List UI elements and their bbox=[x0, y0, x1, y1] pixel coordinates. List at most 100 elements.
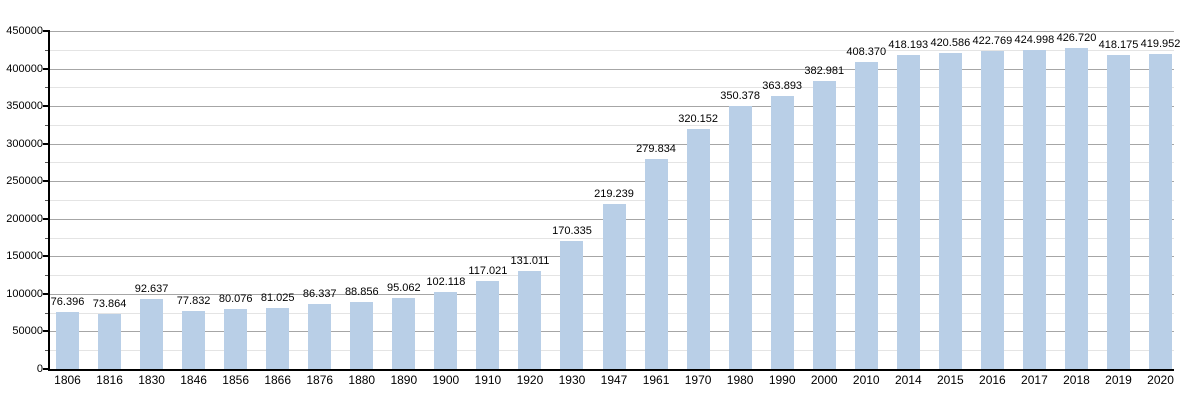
bar bbox=[224, 308, 248, 369]
bar bbox=[770, 95, 794, 369]
y-axis-minor-tick bbox=[45, 237, 50, 239]
bar-value-label: 408.370 bbox=[846, 46, 887, 59]
x-axis-label: 2016 bbox=[979, 373, 1006, 387]
bar-value-label: 117.021 bbox=[468, 265, 508, 278]
y-axis-minor-tick bbox=[45, 87, 50, 89]
x-axis-label: 1856 bbox=[222, 373, 250, 387]
x-axis-label: 1990 bbox=[768, 373, 796, 387]
y-axis-label: 450000 bbox=[6, 25, 43, 37]
y-gridline-major bbox=[50, 31, 1174, 32]
x-axis-label: 1890 bbox=[390, 373, 418, 387]
bar-value-label: 350.378 bbox=[720, 89, 761, 102]
x-axis-label: 2019 bbox=[1105, 373, 1132, 387]
bar bbox=[560, 241, 584, 369]
bar-value-label: 170.335 bbox=[552, 225, 592, 238]
bar-value-label: 92.637 bbox=[134, 283, 169, 296]
y-axis-major-tick bbox=[43, 292, 50, 295]
bar bbox=[728, 105, 752, 369]
bar-value-label: 88.856 bbox=[344, 286, 379, 299]
bar-value-label: 219.239 bbox=[594, 188, 634, 201]
bar bbox=[812, 81, 836, 369]
bar bbox=[686, 128, 710, 369]
x-axis-label: 2015 bbox=[936, 373, 964, 387]
y-gridline-minor bbox=[50, 124, 1174, 126]
y-axis-major-tick bbox=[43, 330, 50, 333]
bar-value-label: 73.864 bbox=[92, 297, 127, 310]
bar bbox=[434, 292, 458, 369]
bar bbox=[98, 313, 122, 369]
y-axis-label: 200000 bbox=[6, 212, 43, 225]
y-axis-minor-tick bbox=[45, 49, 50, 51]
y-gridline-minor bbox=[50, 162, 1174, 164]
x-axis-label: 1816 bbox=[96, 373, 123, 387]
x-axis-label: 1830 bbox=[138, 373, 165, 387]
x-axis-label: 1900 bbox=[432, 373, 460, 387]
y-axis-major-tick bbox=[43, 67, 50, 70]
bar bbox=[350, 302, 374, 369]
bar-value-label: 418.175 bbox=[1098, 38, 1139, 51]
y-axis-label: 150000 bbox=[6, 250, 43, 263]
y-axis-label: 50000 bbox=[12, 325, 43, 338]
bar-value-label: 419.952 bbox=[1140, 37, 1181, 50]
bar bbox=[1064, 48, 1088, 369]
y-axis-label: 250000 bbox=[6, 175, 43, 188]
bar bbox=[1149, 53, 1173, 369]
x-axis-label: 2014 bbox=[894, 373, 922, 387]
x-axis-label: 1880 bbox=[348, 373, 376, 387]
y-gridline-major bbox=[50, 68, 1174, 70]
y-axis-label: 0 bbox=[36, 363, 43, 375]
x-axis-label: 1866 bbox=[264, 373, 292, 387]
bar bbox=[56, 311, 79, 369]
bar bbox=[1107, 54, 1130, 369]
bar-value-label: 86.337 bbox=[302, 288, 337, 301]
bar bbox=[1022, 49, 1046, 369]
bar-value-label: 76.396 bbox=[50, 295, 85, 308]
bar bbox=[266, 308, 290, 369]
bar-value-label: 95.062 bbox=[386, 281, 421, 294]
y-gridline-major bbox=[50, 181, 1174, 183]
x-axis-label: 1920 bbox=[516, 373, 544, 387]
bar-value-label: 426.720 bbox=[1056, 32, 1097, 45]
bar bbox=[854, 62, 878, 369]
bar-value-label: 382.981 bbox=[804, 65, 845, 78]
y-axis-major-tick bbox=[43, 368, 50, 370]
y-axis-label: 300000 bbox=[6, 137, 43, 150]
bar bbox=[476, 281, 500, 369]
y-axis-label: 400000 bbox=[6, 62, 43, 75]
y-axis-major-tick bbox=[43, 255, 50, 258]
y-axis-major-tick bbox=[43, 30, 50, 32]
bar-value-label: 131.011 bbox=[510, 254, 550, 267]
y-axis-line bbox=[48, 30, 50, 371]
y-axis-label: 100000 bbox=[6, 287, 43, 300]
bar bbox=[896, 54, 920, 369]
y-axis-major-tick bbox=[43, 142, 50, 145]
bar bbox=[308, 304, 332, 369]
y-axis-minor-tick bbox=[45, 350, 50, 352]
x-axis-label: 2000 bbox=[810, 373, 838, 387]
y-axis-major-tick bbox=[43, 217, 50, 220]
y-axis-minor-tick bbox=[45, 275, 50, 277]
y-axis-label: 350000 bbox=[6, 100, 43, 113]
bar-value-label: 77.832 bbox=[176, 294, 211, 307]
x-axis-label: 1961 bbox=[642, 373, 670, 387]
bar bbox=[518, 270, 542, 369]
bar bbox=[644, 158, 668, 369]
y-axis-major-tick bbox=[43, 180, 50, 183]
y-gridline-minor bbox=[50, 87, 1174, 89]
bar bbox=[392, 297, 416, 369]
y-gridline-minor bbox=[50, 49, 1174, 51]
bar-value-label: 424.998 bbox=[1014, 33, 1055, 46]
x-axis-label: 2017 bbox=[1021, 373, 1048, 387]
bar-value-label: 102.118 bbox=[426, 276, 466, 289]
x-axis-label: 2020 bbox=[1147, 373, 1174, 387]
bar bbox=[980, 51, 1004, 369]
x-axis-label: 1980 bbox=[726, 373, 754, 387]
x-axis-line bbox=[48, 369, 1174, 371]
bar-value-label: 80.076 bbox=[218, 292, 253, 305]
y-axis-minor-tick bbox=[45, 124, 50, 126]
y-axis-major-tick bbox=[43, 105, 50, 108]
x-axis-label: 1910 bbox=[474, 373, 502, 387]
y-gridline-minor bbox=[50, 200, 1174, 201]
x-axis-label: 1970 bbox=[684, 373, 712, 387]
bar bbox=[602, 204, 626, 369]
